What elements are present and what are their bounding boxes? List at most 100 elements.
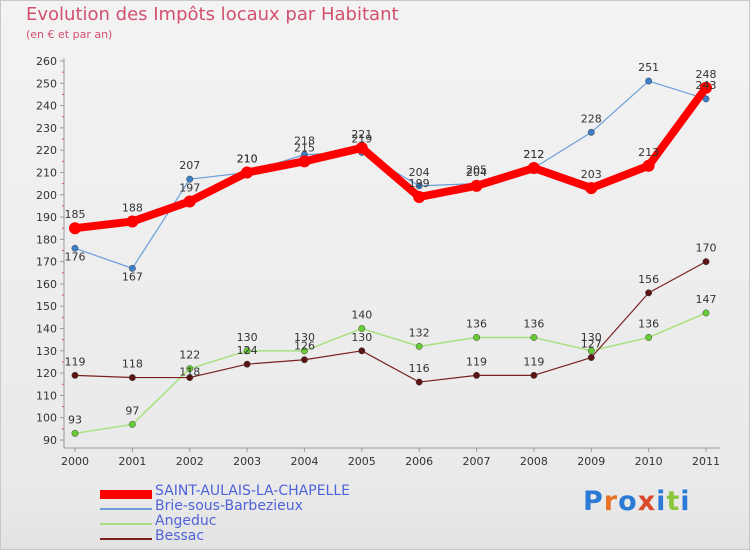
data-label: 127 <box>581 338 602 351</box>
data-point <box>183 195 196 208</box>
x-tick-label: 2005 <box>348 455 376 468</box>
data-label: 213 <box>638 146 659 159</box>
data-point <box>128 420 136 428</box>
y-tick-label: 250 <box>36 77 57 90</box>
data-label: 215 <box>294 141 315 154</box>
y-tick-label: 230 <box>36 122 57 135</box>
series-line-2 <box>74 312 707 435</box>
y-tick-label: 220 <box>36 144 57 157</box>
logo-letter: P <box>583 486 604 517</box>
y-tick-label: 210 <box>36 166 57 179</box>
data-label: 219 <box>351 132 372 145</box>
data-label: 251 <box>638 61 659 74</box>
data-point <box>186 374 194 382</box>
data-point <box>358 325 366 332</box>
data-point <box>415 378 423 386</box>
logo-letter: i <box>656 486 667 517</box>
x-tick-label: 2010 <box>635 455 663 468</box>
y-tick-label: 260 <box>36 55 57 68</box>
data-label: 167 <box>122 270 143 283</box>
data-point <box>473 371 480 379</box>
data-point <box>241 166 254 179</box>
chart-subtitle: (en € et par an) <box>26 28 113 41</box>
legend-label: Angeduc <box>155 513 217 529</box>
data-point <box>702 258 710 266</box>
data-label: 243 <box>696 79 717 92</box>
logo-letter: o <box>618 486 638 517</box>
data-point <box>587 354 595 361</box>
data-point <box>470 179 483 192</box>
data-label: 199 <box>409 177 430 190</box>
data-point <box>702 95 710 103</box>
data-point <box>645 289 653 297</box>
data-point <box>301 347 308 355</box>
data-label: 119 <box>65 355 86 368</box>
data-label: 136 <box>523 317 544 330</box>
x-tick-label: 2008 <box>520 455 548 468</box>
y-tick-label: 190 <box>36 211 57 224</box>
y-tick-label: 90 <box>43 434 57 447</box>
y-tick-label: 240 <box>36 100 57 113</box>
data-label: 212 <box>523 148 544 161</box>
data-point <box>69 222 81 235</box>
data-point <box>645 77 653 85</box>
data-label: 126 <box>294 340 315 353</box>
data-point <box>186 365 194 373</box>
x-tick-label: 2003 <box>233 455 261 468</box>
x-tick-label: 2000 <box>61 455 89 468</box>
data-point <box>415 342 423 350</box>
y-tick-label: 120 <box>36 367 57 380</box>
data-point <box>243 347 251 355</box>
data-label: 210 <box>237 152 258 165</box>
data-point <box>530 333 538 341</box>
legend-swatch <box>100 523 152 525</box>
x-tick-label: 2006 <box>405 455 433 468</box>
x-tick-label: 2011 <box>692 455 720 468</box>
logo-letter: x <box>637 486 657 517</box>
data-label: 170 <box>696 242 717 255</box>
data-label: 218 <box>294 135 315 148</box>
data-point <box>700 81 712 94</box>
proxiti-logo: Proxiti <box>583 486 691 517</box>
data-point <box>587 347 595 355</box>
data-label: 118 <box>122 358 143 371</box>
x-tick-label: 2004 <box>290 455 318 468</box>
x-tick-label: 2009 <box>577 455 605 468</box>
data-label: 221 <box>351 128 372 141</box>
data-label: 156 <box>638 273 659 286</box>
data-label: 132 <box>409 326 430 339</box>
y-tick-label: 110 <box>36 389 57 402</box>
data-label: 124 <box>237 344 258 357</box>
data-label: 207 <box>179 159 200 172</box>
data-point <box>301 356 308 364</box>
logo-letter: t <box>666 486 681 517</box>
data-label: 130 <box>237 331 258 344</box>
data-point <box>355 141 368 154</box>
data-label: 228 <box>581 112 602 125</box>
legend-swatch <box>100 508 152 510</box>
data-point <box>585 182 598 195</box>
legend-swatch <box>100 538 152 540</box>
data-label: 176 <box>65 250 86 263</box>
data-point <box>71 371 79 379</box>
data-point <box>126 215 139 228</box>
y-tick-label: 150 <box>36 300 57 313</box>
data-point <box>530 371 538 379</box>
data-point <box>128 374 136 382</box>
data-label: 197 <box>179 181 200 194</box>
data-label: 212 <box>523 148 544 161</box>
data-point <box>642 159 655 172</box>
data-point <box>186 175 194 183</box>
data-label: 188 <box>122 202 143 215</box>
data-label: 116 <box>409 362 430 375</box>
data-label: 204 <box>409 166 430 179</box>
data-label: 136 <box>466 317 487 330</box>
data-label: 130 <box>581 331 602 344</box>
data-label: 130 <box>351 331 372 344</box>
y-tick-label: 200 <box>36 189 57 202</box>
data-point <box>587 128 595 136</box>
data-label: 119 <box>466 355 487 368</box>
data-label: 210 <box>237 152 258 165</box>
legend-label: SAINT-AULAIS-LA-CHAPELLE <box>155 483 350 499</box>
